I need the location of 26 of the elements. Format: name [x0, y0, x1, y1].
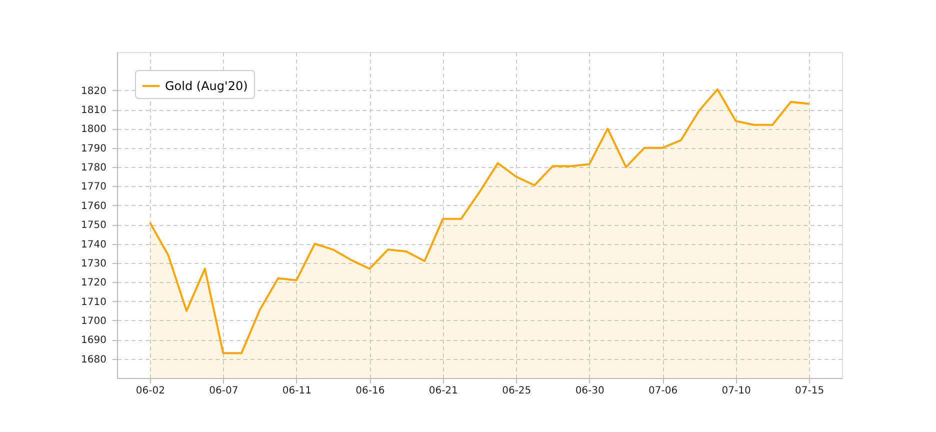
y-tick-label: 1710: [81, 296, 106, 308]
x-tick-label: 06-11: [282, 386, 312, 396]
y-tick-label: 1750: [81, 220, 106, 232]
x-tick-label: 06-07: [209, 386, 238, 396]
x-tick-label: 07-10: [722, 386, 751, 396]
y-tick-label: 1820: [81, 86, 106, 97]
legend-label: Gold (Aug'20): [165, 79, 248, 93]
y-tick-label: 1700: [81, 316, 106, 327]
x-tick-label: 06-25: [502, 386, 532, 396]
x-tick-label: 06-02: [136, 386, 165, 396]
y-tick-label: 1760: [81, 200, 106, 212]
y-tick-label: 1810: [81, 105, 106, 116]
y-tick-label: 1740: [81, 239, 106, 250]
x-tick-label: 07-15: [795, 386, 824, 396]
y-tick-label: 1690: [81, 335, 106, 346]
x-tick-label: 07-06: [648, 386, 678, 396]
y-tick-label: 1800: [81, 124, 106, 136]
x-tick-label: 06-30: [575, 386, 604, 396]
x-tick-label: 06-16: [356, 386, 385, 396]
y-tick-label: 1680: [81, 354, 106, 366]
y-tick-label: 1780: [81, 162, 106, 174]
y-tick-label: 1770: [81, 182, 106, 193]
y-tick-label: 1790: [81, 143, 106, 154]
x-tick-label: 06-21: [428, 386, 458, 396]
y-tick-label: 1720: [81, 278, 106, 289]
y-tick-label: 1730: [81, 258, 106, 270]
